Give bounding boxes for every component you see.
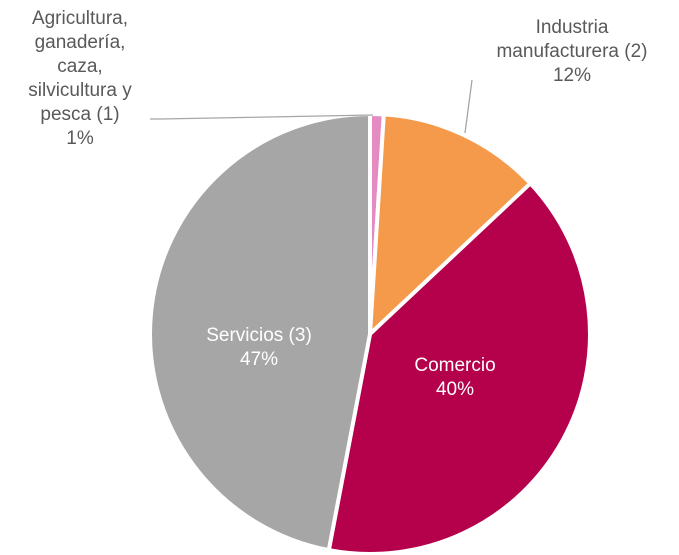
slice-label-line: manufacturera (2): [496, 41, 647, 62]
slice-percent: 47%: [240, 349, 278, 370]
pie-slice-comercio: [326, 181, 592, 555]
slice-label-agricultura: Agricultura, ganadería, caza, silvicultura …: [28, 8, 132, 149]
slice-percent: 12%: [553, 65, 591, 86]
slice-label-line: silvicultura y: [28, 80, 132, 101]
slice-label-line: Servicios (3): [206, 325, 312, 346]
slice-percent: 40%: [436, 379, 474, 400]
pie-slices: [148, 111, 592, 555]
slice-label-line: pesca (1): [40, 104, 119, 125]
slice-label-industria: Industria manufacturera (2) 12%: [496, 17, 647, 86]
slice-label-servicios-3: Servicios (3) 47%: [206, 325, 312, 370]
pie-slice-servicios-3: [148, 112, 372, 553]
leader-line-agricultura: [150, 114, 374, 120]
slice-label-line: caza,: [57, 56, 102, 77]
slice-label-line: Agricultura,: [32, 8, 128, 29]
slice-label-line: ganadería,: [35, 32, 126, 53]
slice-labels: Agricultura, ganadería, caza, silvicultura …: [28, 8, 647, 400]
slice-label-comercio: Comercio 40%: [414, 355, 495, 400]
slice-label-line: Comercio: [414, 355, 495, 376]
slice-label-line: Industria: [536, 17, 609, 38]
slice-percent: 1%: [66, 128, 94, 149]
pie-slice-industria: [368, 112, 533, 336]
leader-line-industria: [464, 79, 473, 134]
leader-lines: [150, 79, 473, 134]
